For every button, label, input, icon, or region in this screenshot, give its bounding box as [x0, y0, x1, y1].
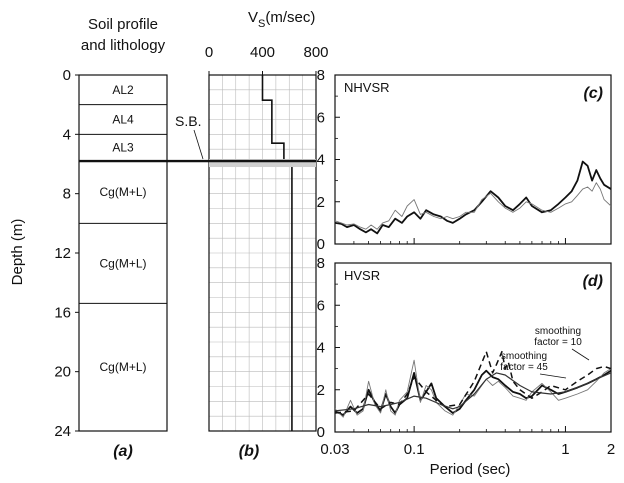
panel-d-label: (d) — [583, 273, 603, 290]
y-tick-label: 4 — [317, 152, 325, 169]
y-tick-label: 4 — [317, 340, 325, 357]
annotation-sf45-line-2: factor = 45 — [500, 362, 548, 373]
series-thin-line — [335, 359, 611, 418]
panel-d-hvsr: HVSR (d) smoothing factor = 10 smoothing… — [317, 255, 616, 478]
depth-tick-label: 8 — [63, 186, 71, 203]
panel-d-title: HVSR — [344, 268, 380, 283]
x-tick-label: 0.1 — [404, 441, 425, 458]
y-tick-label: 6 — [317, 297, 325, 314]
annotation-sf10-line-2: factor = 10 — [534, 337, 582, 348]
vs-title-subscript: S — [258, 18, 265, 30]
vs-title-units: (m/sec) — [265, 9, 315, 26]
vs-tick-labels: 0 400 800 — [205, 44, 329, 75]
soil-layers: AL2 AL4 AL3 Cg(M+L) Cg(M+L) Cg(M+L) — [78, 74, 168, 432]
annotation-sf45-leader — [539, 373, 567, 379]
panel-a-soil-profile: Soil profile and lithology Depth (m) 0 4 8… — [9, 16, 168, 460]
y-tick-label: 8 — [317, 67, 325, 84]
layer-label: AL2 — [112, 83, 134, 97]
annotation-sf45-line-1: smoothing — [501, 351, 547, 362]
depth-tick-labels: 0 4 8 12 16 20 24 — [54, 67, 79, 440]
depth-tick-label: 12 — [54, 245, 71, 262]
series-thin-line — [335, 182, 611, 230]
period-axis-label: Period (sec) — [430, 461, 511, 478]
soil-column-frame — [78, 74, 168, 432]
depth-tick-label: 4 — [63, 126, 71, 143]
y-tick-label: 0 — [317, 424, 325, 441]
x-tick-label: 2 — [607, 441, 615, 458]
layer-label: Cg(M+L) — [99, 360, 146, 374]
depth-tick-label: 16 — [54, 304, 71, 321]
plot-area-(d): 0 2 4 6 8 0.03 0.1 1 2 — [317, 255, 616, 458]
vs-title-v: V — [248, 9, 258, 26]
annotation-sf10-leader — [571, 348, 590, 361]
series-thick-line — [335, 160, 611, 235]
layer-label: AL3 — [112, 141, 134, 155]
vs-axis-title: VS(m/sec) — [248, 9, 315, 30]
layer-label: Cg(M+L) — [99, 256, 146, 270]
panel-c-title: NHVSR — [344, 80, 390, 95]
panel-a-label: (a) — [113, 443, 133, 460]
vs-grid — [208, 74, 317, 432]
y-tick-label: 6 — [317, 109, 325, 126]
vs-tick-label: 800 — [303, 44, 328, 61]
panel-b-label: (b) — [239, 443, 259, 460]
x-tick-label: 0.03 — [320, 441, 349, 458]
seismic-boundary: S.B. — [79, 113, 316, 168]
plot-frame — [334, 74, 612, 245]
depth-tick-label: 24 — [54, 423, 71, 440]
x-tick-label: 1 — [561, 441, 569, 458]
y-tick-label: 2 — [317, 382, 325, 399]
panel-a-title-line-1: Soil profile — [88, 16, 158, 33]
y-tick-label: 0 — [317, 236, 325, 253]
series-smooth-line — [335, 372, 611, 412]
depth-tick-label: 20 — [54, 364, 71, 381]
panel-c-nhvsr: NHVSR (c) 0 2 4 6 8 — [317, 67, 612, 253]
seismic-boundary-label: S.B. — [175, 113, 201, 129]
plot-area-(c): 0 2 4 6 8 — [317, 67, 612, 253]
series-thick-line — [335, 369, 611, 417]
panel-b-vs-profile: VS(m/sec) 0 400 800 (b) — [205, 9, 329, 460]
y-tick-label: 2 — [317, 194, 325, 211]
depth-tick-label: 0 — [63, 67, 71, 84]
boundary-leader — [193, 129, 204, 160]
annotation-sf10-line-1: smoothing — [535, 326, 581, 337]
boundary-shade — [209, 159, 316, 168]
series-dashed-line — [335, 350, 611, 414]
vs-tick-label: 0 — [205, 44, 213, 61]
panel-c-label: (c) — [583, 85, 603, 102]
vs-tick-label: 400 — [250, 44, 275, 61]
y-tick-label: 8 — [317, 255, 325, 272]
layer-label: Cg(M+L) — [99, 185, 146, 199]
depth-axis-label: Depth (m) — [9, 219, 26, 286]
layer-label: AL4 — [112, 113, 134, 127]
panel-a-title-line-2: and lithology — [81, 37, 166, 54]
